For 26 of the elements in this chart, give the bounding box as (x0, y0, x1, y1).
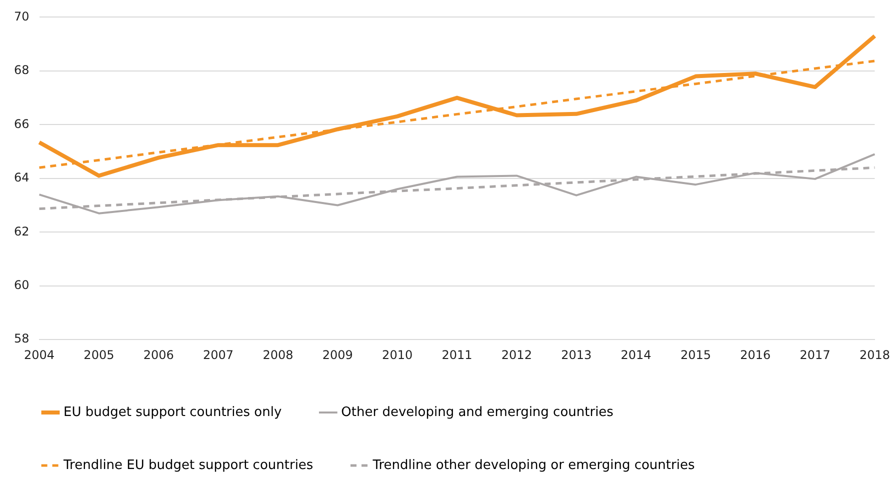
y-tick-label: 58 (14, 332, 30, 346)
x-tick-label: 2012 (501, 348, 532, 362)
y-tick-label: 64 (14, 170, 30, 185)
legend-label: Trendline other developing or emerging countries (372, 458, 695, 473)
legend-label: Trendline EU budget support countries (62, 458, 314, 473)
y-tick-label: 70 (14, 9, 30, 24)
x-tick-label: 2007 (203, 348, 234, 362)
y-tick-label: 68 (14, 63, 30, 78)
x-tick-label: 2018 (859, 348, 890, 362)
legend-label: EU budget support countries only (64, 404, 282, 420)
x-tick-label: 2010 (382, 348, 413, 362)
x-tick-label: 2006 (143, 348, 174, 362)
x-tick-label: 2004 (24, 348, 55, 362)
x-tick-label: 2015 (680, 348, 711, 362)
x-tick-label: 2016 (740, 348, 771, 362)
x-tick-label: 2014 (620, 348, 652, 362)
x-tick-label: 2011 (442, 348, 472, 362)
x-tick-label: 2005 (84, 348, 114, 362)
y-tick-label: 60 (14, 278, 30, 292)
legend-label: Other developing and emerging countries (341, 404, 614, 420)
y-tick-label: 66 (14, 116, 30, 131)
x-tick-label: 2013 (561, 348, 592, 362)
y-tick-label: 62 (14, 224, 30, 238)
x-tick-label: 2009 (322, 348, 353, 362)
x-tick-label: 2017 (800, 348, 830, 362)
x-tick-label: 2008 (262, 348, 294, 362)
